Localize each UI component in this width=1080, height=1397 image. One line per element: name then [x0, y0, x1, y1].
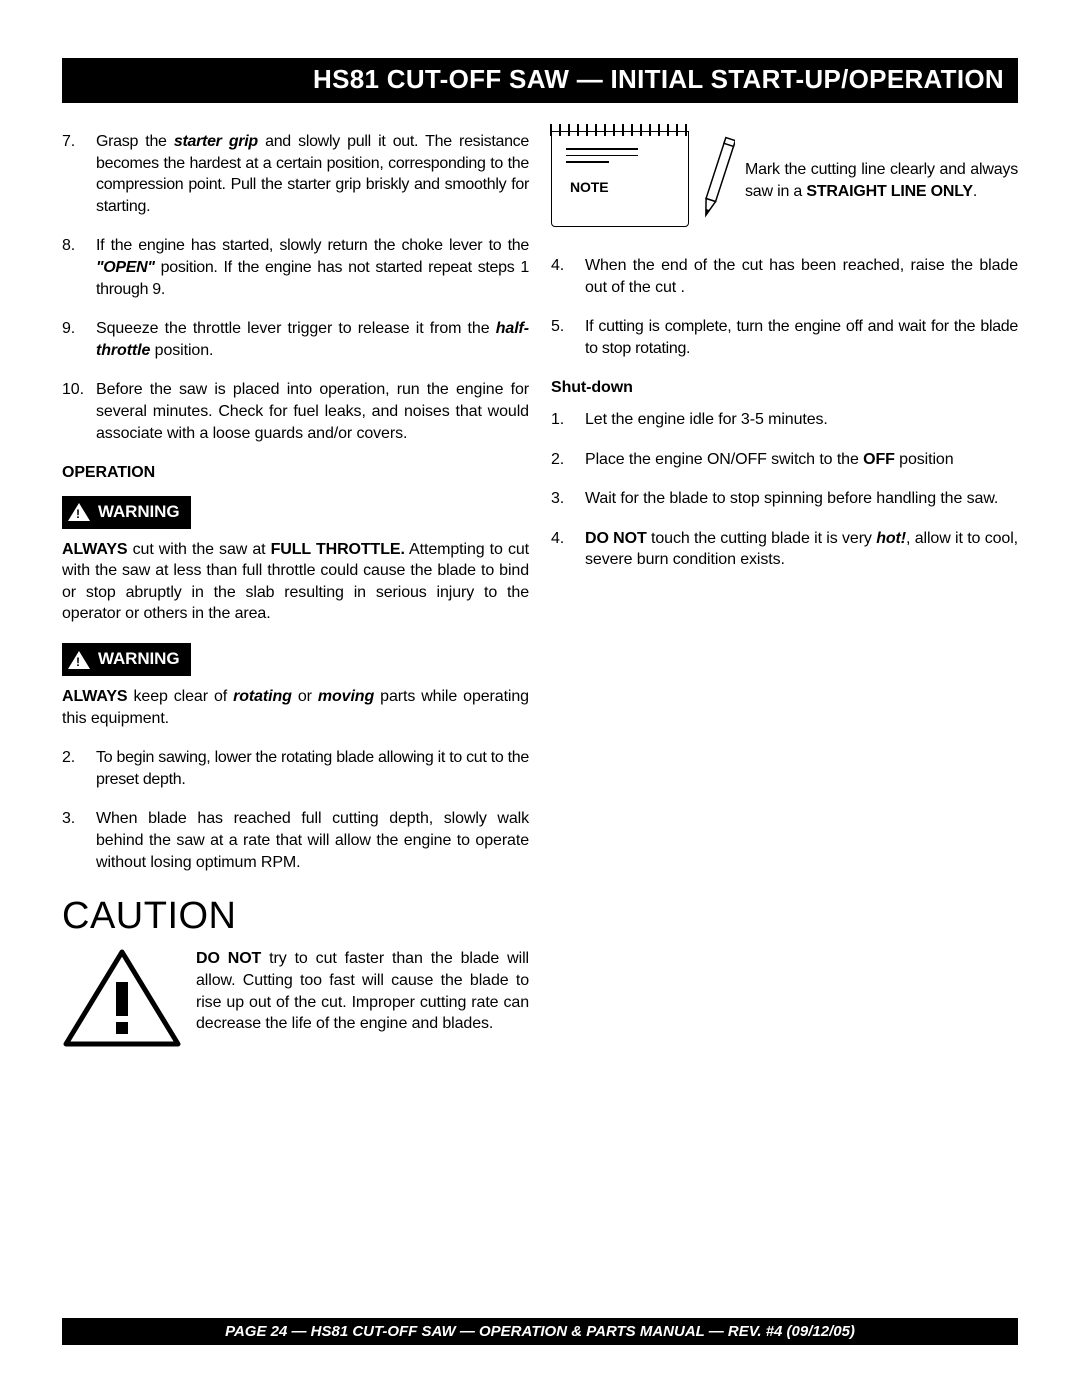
caution-triangle-icon	[62, 948, 182, 1048]
list-number: 4.	[551, 255, 585, 298]
title-bar: HS81 CUT-OFF SAW — INITIAL START-UP/OPER…	[62, 58, 1018, 103]
list-item: 3.Wait for the blade to stop spinning be…	[551, 488, 1018, 510]
note-text: Mark the cutting line clearly and always…	[745, 131, 1018, 202]
startup-list: 7.Grasp the starter grip and slowly pull…	[62, 131, 529, 444]
warning-icon	[68, 503, 90, 521]
pencil-icon	[699, 131, 735, 231]
list-number: 2.	[62, 747, 96, 790]
list-item: 4.DO NOT touch the cutting blade it is v…	[551, 528, 1018, 571]
list-item: 10.Before the saw is placed into operati…	[62, 379, 529, 444]
right-column: NOTE Mark the cutting line clearly and a…	[551, 131, 1018, 1048]
warning-label: WARNING	[98, 648, 179, 671]
list-item: 4.When the end of the cut has been reach…	[551, 255, 1018, 298]
operation-heading: OPERATION	[62, 462, 529, 484]
warning-text-2: ALWAYS keep clear of rotating or moving …	[62, 686, 529, 729]
list-item: 9.Squeeze the throttle lever trigger to …	[62, 318, 529, 361]
list-item: 5.If cutting is complete, turn the engin…	[551, 316, 1018, 359]
shutdown-heading: Shut-down	[551, 377, 1018, 399]
warning-badge-2: WARNING	[62, 643, 191, 676]
list-item: 2.To begin sawing, lower the rotating bl…	[62, 747, 529, 790]
list-item: 1.Let the engine idle for 3-5 minutes.	[551, 409, 1018, 431]
list-number: 7.	[62, 131, 96, 217]
note-block: NOTE Mark the cutting line clearly and a…	[551, 131, 1018, 231]
list-number: 3.	[551, 488, 585, 510]
list-item: 3.When blade has reached full cutting de…	[62, 808, 529, 873]
warning-text-1: ALWAYS cut with the saw at FULL THROTTLE…	[62, 539, 529, 625]
list-number: 2.	[551, 449, 585, 471]
list-number: 3.	[62, 808, 96, 873]
operation-list: 2.To begin sawing, lower the rotating bl…	[62, 747, 529, 873]
list-text: Place the engine ON/OFF switch to the OF…	[585, 449, 1018, 471]
list-number: 5.	[551, 316, 585, 359]
list-item: 7.Grasp the starter grip and slowly pull…	[62, 131, 529, 217]
footer-bar: PAGE 24 — HS81 CUT-OFF SAW — OPERATION &…	[62, 1318, 1018, 1345]
caution-heading: CAUTION	[62, 891, 529, 942]
list-item: 8.If the engine has started, slowly retu…	[62, 235, 529, 300]
list-text: When blade has reached full cutting dept…	[96, 808, 529, 873]
warning-badge-1: WARNING	[62, 496, 191, 529]
list-text: If the engine has started, slowly return…	[96, 235, 529, 300]
list-item: 2.Place the engine ON/OFF switch to the …	[551, 449, 1018, 471]
list-text: Before the saw is placed into operation,…	[96, 379, 529, 444]
list-text: Grasp the starter grip and slowly pull i…	[96, 131, 529, 217]
list-number: 10.	[62, 379, 96, 444]
list-text: To begin sawing, lower the rotating blad…	[96, 747, 529, 790]
caution-text: DO NOT try to cut faster than the blade …	[196, 948, 529, 1034]
shutdown-list: 1.Let the engine idle for 3-5 minutes.2.…	[551, 409, 1018, 571]
list-number: 8.	[62, 235, 96, 300]
left-column: 7.Grasp the starter grip and slowly pull…	[62, 131, 529, 1048]
note-label: NOTE	[570, 178, 609, 197]
list-text: If cutting is complete, turn the engine …	[585, 316, 1018, 359]
list-number: 4.	[551, 528, 585, 571]
list-text: Let the engine idle for 3-5 minutes.	[585, 409, 1018, 431]
list-text: Squeeze the throttle lever trigger to re…	[96, 318, 529, 361]
list-number: 9.	[62, 318, 96, 361]
list-text: DO NOT touch the cutting blade it is ver…	[585, 528, 1018, 571]
list-number: 1.	[551, 409, 585, 431]
list-text: Wait for the blade to stop spinning befo…	[585, 488, 1018, 510]
content-columns: 7.Grasp the starter grip and slowly pull…	[62, 131, 1018, 1048]
caution-block: DO NOT try to cut faster than the blade …	[62, 948, 529, 1048]
warning-label: WARNING	[98, 501, 179, 524]
warning-icon	[68, 651, 90, 669]
continuation-list: 4.When the end of the cut has been reach…	[551, 255, 1018, 359]
notepad-icon: NOTE	[551, 131, 689, 227]
list-text: When the end of the cut has been reached…	[585, 255, 1018, 298]
